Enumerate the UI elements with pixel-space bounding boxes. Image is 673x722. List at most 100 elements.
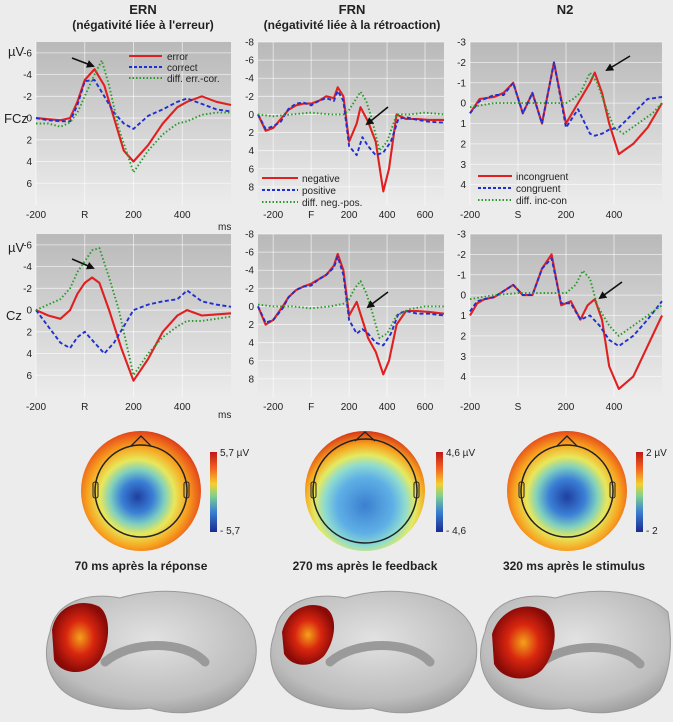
chart-ern-cz-ytick-label: -4 [23,262,32,273]
chart-ern-fcz-ytick-label: -6 [23,48,32,59]
chart-frn-fcz-xtick-label: F [308,210,314,221]
legend-frn-label-3: diff. neg.-pos. [302,198,362,209]
chart-frn-fcz-ytick-label: -8 [245,38,254,49]
topomap-ern-scale-max: 5,7 µV [220,448,249,459]
chart-n2-fcz-ytick-label: -1 [457,78,466,89]
topomap-n2-scale-max: 2 µV [646,448,667,459]
unit-label-row1: µV [8,44,24,59]
topomap-frn-nose-icon [354,431,376,442]
brain-ern-callosum [100,641,210,667]
chart-n2-cz-ytick-label: -3 [457,230,466,241]
chart-ern-cz-series-correct [35,289,232,355]
chart-frn-fcz-ytick-label: 8 [248,182,254,193]
chart-ern-fcz-ytick-label: -4 [23,70,32,81]
topomap-ern-nose-icon [130,435,152,447]
chart-n2-cz-xtick-label: 200 [558,402,575,413]
chart-n2-cz-xtick-label: -200 [460,402,480,413]
chart-n2-fcz-xtick-label: 400 [606,210,623,221]
chart-frn-cz-xtick-label: 400 [379,402,396,413]
chart-ern-cz-xtick-label: R [81,402,88,413]
chart-ern-cz-xtick-label: 200 [125,402,142,413]
legend-ern: error correct diff. err.-cor. [129,52,220,85]
chart-n2-fcz-ytick-label: -2 [457,58,466,69]
chart-frn-cz: -8 -6 -4 -2 0 2 4 6 8 -200 F 200 400 600 [245,230,445,413]
title-ern-main: ERN [129,2,156,17]
topomap-ern-ear-right-icon [183,481,190,499]
topomap-frn-colorbar [436,452,443,532]
chart-n2-fcz-ytick-label: 2 [460,139,466,150]
chart-n2-cz-xtick-label: S [515,402,522,413]
chart-frn-cz-ytick-label: 4 [248,338,254,349]
chart-ern-cz-ytick-label: -2 [23,284,32,295]
legend-ern-label-3: diff. err.-cor. [167,74,220,85]
chart-frn-cz-ytick-label: -6 [245,248,254,259]
title-frn: FRN (négativité liée à la rétroaction) [264,2,441,32]
brain-ern [45,590,257,714]
topomap-n2-ear-right-icon [609,481,616,499]
chart-ern-fcz-ytick-label: 4 [26,157,32,168]
title-n2-main: N2 [557,2,574,17]
chart-n2-fcz-ytick-label: 0 [460,99,466,110]
chart-frn-fcz-ytick-label: -2 [245,92,254,103]
chart-frn-fcz-xtick-label: 400 [379,210,396,221]
chart-frn-fcz: -8 -6 -4 -2 0 2 4 6 8 -200 F 200 400 600 [245,38,445,221]
chart-ern-fcz-xtick-label: R [81,210,88,221]
topomap-n2-nose-icon [556,435,578,447]
topomap-frn-ear-right-icon [413,481,420,499]
chart-frn-fcz-ytick-label: 0 [248,110,254,121]
brain-frn-callosum [325,641,435,667]
chart-frn-cz-ytick-label: -4 [245,266,254,277]
chart-n2-cz-series-congruent [469,257,663,348]
arrow-ern-fcz [71,57,95,68]
chart-n2-fcz: -3 -2 -1 0 1 2 3 4 -200 S 200 400 [457,38,663,221]
chart-ern-fcz-xtick-label: 200 [125,210,142,221]
topomap-n2-head [507,431,627,551]
legend-n2: incongruent congruent diff. inc-con [478,172,568,207]
chart-n2-cz: -3 -2 -1 0 1 2 3 4 -200 S 200 400 [457,230,663,413]
chart-n2-cz-series-diff-inc-con [469,269,663,337]
chart-n2-cz-ytick-label: 1 [460,311,466,322]
chart-ern-fcz-series-error [35,68,232,163]
topomap-n2: 2 µV - 2 320 ms après le stimulus [503,431,667,573]
topomap-frn: 4,6 µV - 4,6 270 ms après le feedback [293,431,475,573]
arrow-frn-fcz [365,106,389,126]
chart-n2-cz-ytick-label: 4 [460,372,466,383]
chart-frn-cz-plot-area [258,234,444,397]
legend-frn: negative positive diff. neg.-pos. [262,174,362,209]
topomap-ern-ear-left-icon [92,481,99,499]
legend-n2-label-1: incongruent [516,172,568,183]
chart-frn-fcz-ytick-label: 4 [248,146,254,157]
chart-frn-cz-ytick-label: 0 [248,302,254,313]
topomap-n2-outline [520,444,614,538]
chart-ern-cz-ytick-label: 2 [26,327,32,338]
chart-n2-cz-ytick-label: 2 [460,331,466,342]
title-ern-sub: (négativité liée à l'erreur) [72,18,214,32]
legend-n2-label-3: diff. inc-con [516,196,567,207]
brain-frn-activation [282,605,335,665]
row-label-fcz: FCz [4,111,28,126]
chart-n2-cz-ytick-label: -1 [457,270,466,281]
legend-frn-label-2: positive [302,186,336,197]
chart-frn-fcz-ytick-label: 2 [248,128,254,139]
chart-frn-cz-ytick-label: -8 [245,230,254,241]
title-frn-main: FRN [339,2,366,17]
brain-ern-activation [52,603,109,672]
chart-n2-cz-ytick-label: 3 [460,352,466,363]
unit-label-row2: µV [8,240,24,255]
topomap-ern-outline [94,444,188,538]
chart-n2-fcz-xtick-label: 200 [558,210,575,221]
title-n2: N2 [557,2,574,17]
chart-ern-cz-ytick-label: 4 [26,349,32,360]
topomap-frn-ear-left-icon [310,481,317,499]
chart-ern-fcz-ytick-label: 0 [26,114,32,125]
chart-ern-fcz: -6 -4 -2 0 2 4 6 -200 R 200 400 [23,42,232,221]
topomap-frn-scale-min: - 4,6 [446,526,466,537]
chart-frn-fcz-ytick-label: -4 [245,74,254,85]
chart-ern-fcz-ytick-label: 2 [26,135,32,146]
xunit-label-ern-fcz: ms [218,222,231,233]
chart-n2-fcz-ytick-label: -3 [457,38,466,49]
chart-frn-cz-ytick-label: 2 [248,320,254,331]
title-frn-sub: (négativité liée à la rétroaction) [264,18,441,32]
topomap-ern-colorbar [210,452,217,532]
chart-frn-fcz-xtick-label: 200 [341,210,358,221]
